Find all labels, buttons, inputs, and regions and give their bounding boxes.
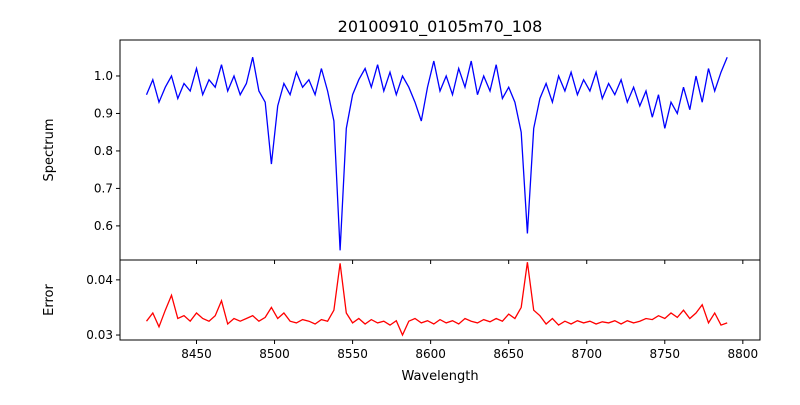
spectrum-y-tick-label: 0.8 bbox=[94, 144, 113, 158]
spectrum-y-tick-label: 0.6 bbox=[94, 219, 113, 233]
spectrum-y-tick-label: 1.0 bbox=[94, 69, 113, 83]
x-tick-label: 8500 bbox=[259, 347, 290, 361]
x-tick-label: 8800 bbox=[728, 347, 759, 361]
spectrum-line bbox=[145, 56, 728, 251]
x-tick-label: 8450 bbox=[181, 347, 212, 361]
error-y-axis-label: Error bbox=[42, 284, 57, 316]
spectrum-y-tick-label: 0.7 bbox=[94, 181, 113, 195]
chart-title: 20100910_0105m70_108 bbox=[338, 17, 543, 37]
x-tick-label: 8650 bbox=[493, 347, 524, 361]
x-tick-label: 8600 bbox=[415, 347, 446, 361]
error-line bbox=[145, 262, 728, 337]
x-tick-label: 8700 bbox=[571, 347, 602, 361]
x-tick-label: 8550 bbox=[337, 347, 368, 361]
error-axes-frame bbox=[119, 259, 761, 341]
spectrum-y-tick-label: 0.9 bbox=[94, 106, 113, 120]
spectrum-y-axis-label: Spectrum bbox=[42, 119, 57, 182]
error-y-tick-label: 0.04 bbox=[86, 273, 113, 287]
error-y-tick-label: 0.03 bbox=[86, 328, 113, 342]
spectrum-axes-frame bbox=[119, 39, 761, 261]
x-tick-label: 8750 bbox=[650, 347, 681, 361]
x-axis-label: Wavelength bbox=[401, 369, 478, 384]
